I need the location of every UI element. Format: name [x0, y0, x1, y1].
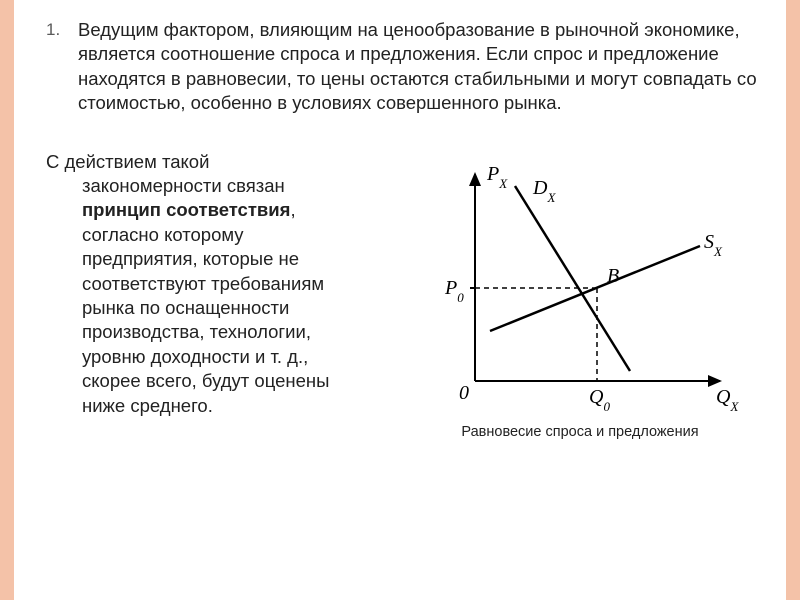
- chart-area: PX QX 0 P0 Q0 DX SX B Равновесие спроса и предл…: [360, 150, 770, 440]
- list-number: 1.: [30, 18, 78, 40]
- para2-rest-a: закономерности связан: [82, 175, 285, 196]
- equilibrium-chart: PX QX 0 P0 Q0 DX SX B: [420, 156, 740, 416]
- svg-text:B: B: [607, 265, 619, 287]
- svg-text:P0: P0: [444, 277, 464, 305]
- paragraph-2: С действием такой закономерности связан …: [46, 150, 360, 418]
- svg-text:SX: SX: [704, 231, 723, 259]
- svg-text:DX: DX: [532, 177, 556, 205]
- para2-rest-b: , согласно которому предприятия, которые…: [82, 199, 329, 415]
- para2-indent: закономерности связан принцип соответств…: [46, 174, 360, 418]
- svg-text:0: 0: [459, 382, 469, 404]
- svg-text:PX: PX: [486, 163, 508, 191]
- list-item-1: 1. Ведущим фактором, влияющим на ценообр…: [30, 18, 770, 116]
- para2-line1: С действием такой: [46, 151, 209, 172]
- slide-content: 1. Ведущим фактором, влияющим на ценообр…: [30, 18, 770, 440]
- para2-bold: принцип соответствия: [82, 199, 290, 220]
- svg-text:QX: QX: [716, 386, 739, 414]
- svg-text:Q0: Q0: [589, 386, 610, 414]
- lower-row: С действием такой закономерности связан …: [30, 150, 770, 440]
- slide-border-right: [786, 0, 800, 600]
- slide-border-left: [0, 0, 14, 600]
- paragraph-1: Ведущим фактором, влияющим на ценообразо…: [78, 18, 770, 116]
- paragraph-2-wrap: С действием такой закономерности связан …: [30, 150, 360, 418]
- chart-caption: Равновесие спроса и предложения: [461, 424, 698, 440]
